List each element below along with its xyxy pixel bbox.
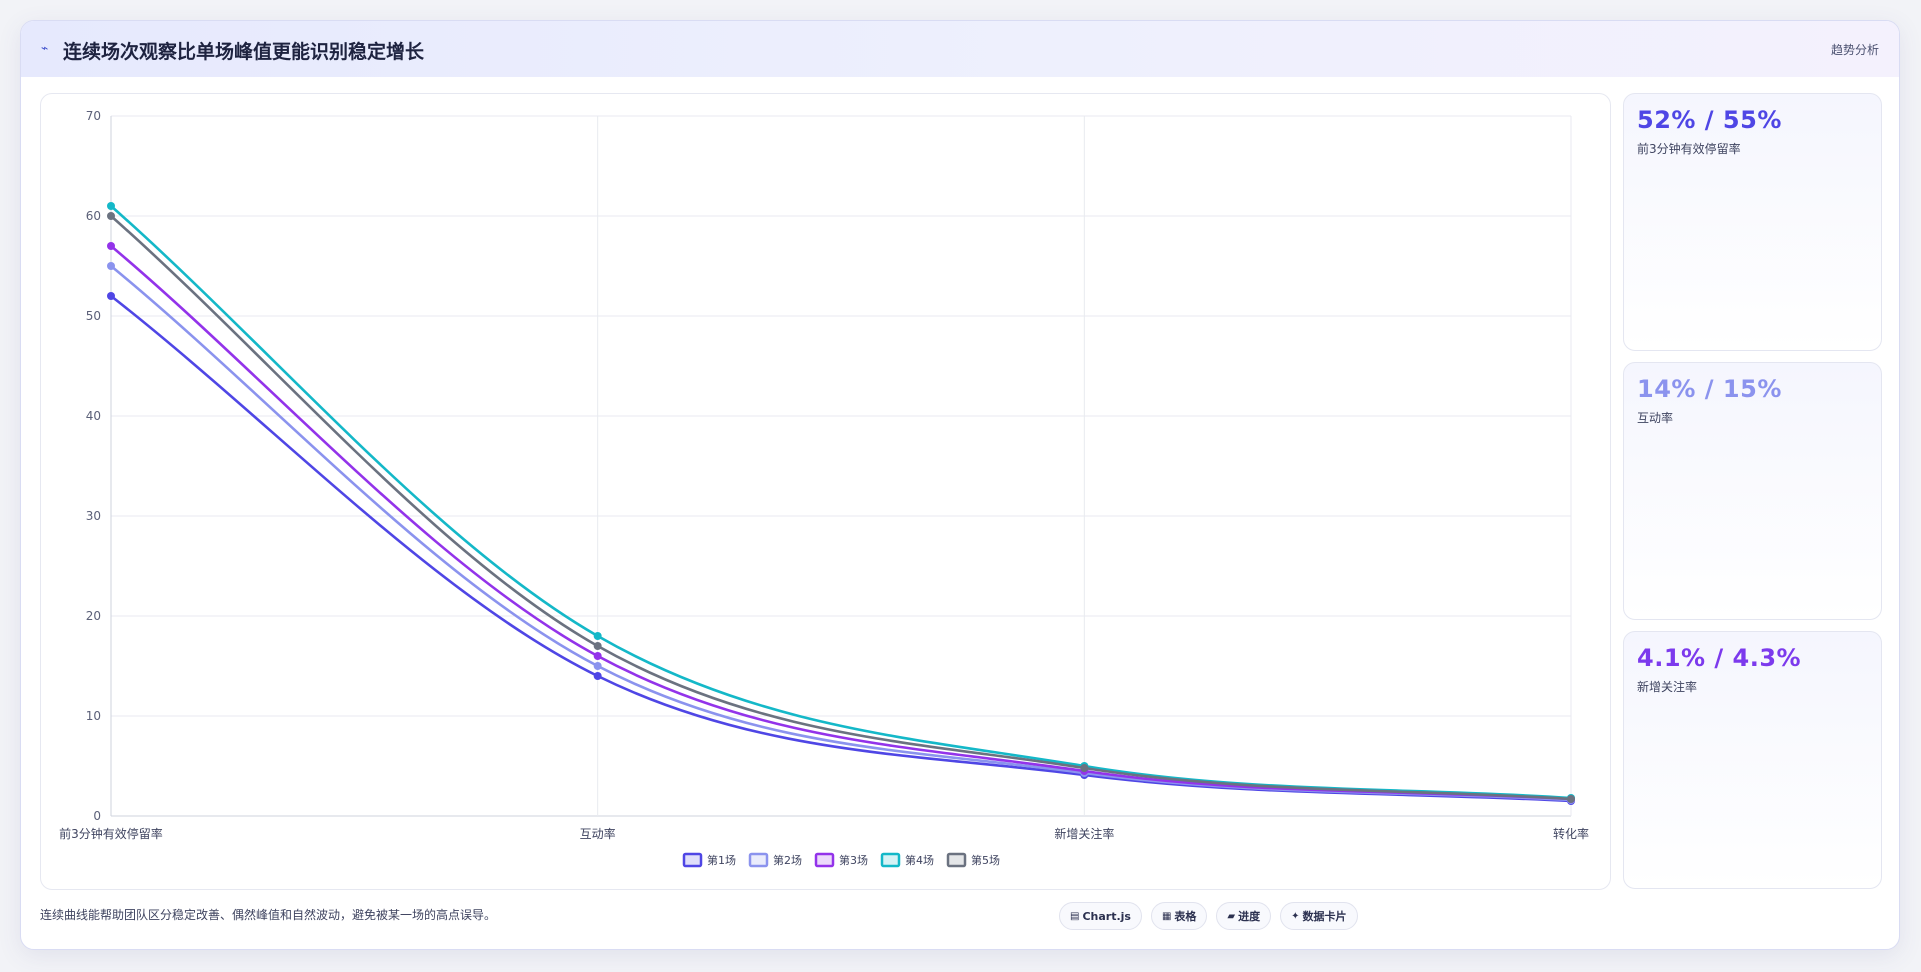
chip-progress[interactable]: ▰ 进度 <box>1216 902 1272 930</box>
series-line-4 <box>110 205 1572 800</box>
stat-value: 14% / 15% <box>1637 375 1782 403</box>
data-point <box>107 242 115 250</box>
sparkle-icon: ✦ <box>1291 910 1300 922</box>
series-line-3 <box>110 245 1572 801</box>
y-tick-label: 30 <box>86 509 101 523</box>
stat-value: 52% / 55% <box>1637 106 1782 134</box>
series-line-5 <box>110 215 1572 801</box>
chip-row: ▤ Chart.js ▦ 表格 ▰ 进度 ✦ 数据卡片 <box>1059 902 1367 930</box>
dashboard-card: ⌁ 连续场次观察比单场峰值更能识别稳定增长 趋势分析 0 10 20 30 40 50 60… <box>20 20 1900 950</box>
chip-label: 数据卡片 <box>1302 910 1347 923</box>
legend-swatch <box>880 852 901 868</box>
header-tag: 趋势分析 <box>1830 43 1879 57</box>
data-point <box>593 672 602 680</box>
legend-label: 第3场 <box>839 853 868 867</box>
legend-swatch <box>814 852 835 868</box>
progress-icon: ▰ <box>1227 910 1236 922</box>
stat-label: 新增关注率 <box>1637 680 1698 694</box>
legend-label: 第2场 <box>773 853 802 867</box>
series-line-2 <box>110 264 1572 802</box>
card-header: ⌁ 连续场次观察比单场峰值更能识别稳定增长 趋势分析 <box>21 21 1899 77</box>
stat-label: 互动率 <box>1637 411 1674 425</box>
x-tick-label: 新增关注率 <box>1054 826 1114 841</box>
data-point <box>107 202 115 210</box>
x-tick-label: 转化率 <box>1553 826 1589 841</box>
y-tick-label: 40 <box>86 409 101 423</box>
data-point <box>593 632 602 640</box>
trend-icon: ⌁ <box>41 41 49 55</box>
stat-card-retention: 52% / 55% 前3分钟有效停留率 <box>1623 93 1882 351</box>
table-icon: ▦ <box>1161 910 1172 922</box>
data-point <box>107 212 115 220</box>
page-title: 连续场次观察比单场峰值更能识别稳定增长 <box>63 41 425 63</box>
data-point <box>1080 764 1089 772</box>
data-point <box>107 292 115 300</box>
chip-table[interactable]: ▦ 表格 <box>1150 902 1208 930</box>
chip-label: 进度 <box>1238 910 1261 923</box>
chip-data-cards[interactable]: ✦ 数据卡片 <box>1280 902 1358 930</box>
x-tick-label: 互动率 <box>580 826 616 841</box>
legend-swatch <box>946 852 967 868</box>
legend-swatch <box>682 852 703 868</box>
legend-label: 第4场 <box>905 853 934 867</box>
legend-label: 第1场 <box>707 853 736 867</box>
y-tick-label: 60 <box>86 209 101 223</box>
y-tick-label: 0 <box>93 809 101 823</box>
data-point <box>593 662 602 670</box>
x-tick-label: 前3分钟有效停留率 <box>59 826 163 841</box>
stat-card-follow: 4.1% / 4.3% 新增关注率 <box>1623 631 1882 889</box>
y-tick-label: 70 <box>86 109 101 123</box>
data-point <box>593 652 602 660</box>
legend-swatch <box>748 852 769 868</box>
chip-chartjs[interactable]: ▤ Chart.js <box>1059 902 1142 930</box>
stat-card-interaction: 14% / 15% 互动率 <box>1623 362 1882 620</box>
chart-icon: ▤ <box>1070 910 1080 922</box>
chart-panel: 0 10 20 30 40 50 60 70 前3分钟有效停留率 互动率 新增关注率 转化率第1场 第2… <box>40 93 1611 890</box>
chip-label: Chart.js <box>1082 909 1131 923</box>
footer-note: 连续曲线能帮助团队区分稳定改善、偶然峰值和自然波动，避免被某一场的高点误导。 <box>40 908 497 922</box>
y-tick-label: 10 <box>86 709 101 723</box>
stat-label: 前3分钟有效停留率 <box>1637 142 1741 156</box>
y-tick-label: 50 <box>86 309 101 323</box>
data-point <box>107 262 115 270</box>
stat-value: 4.1% / 4.3% <box>1637 644 1802 672</box>
y-tick-label: 20 <box>86 609 101 623</box>
data-point <box>1567 795 1575 803</box>
data-point <box>593 642 602 650</box>
legend-label: 第5场 <box>971 853 1000 867</box>
chip-label: 表格 <box>1174 910 1197 923</box>
